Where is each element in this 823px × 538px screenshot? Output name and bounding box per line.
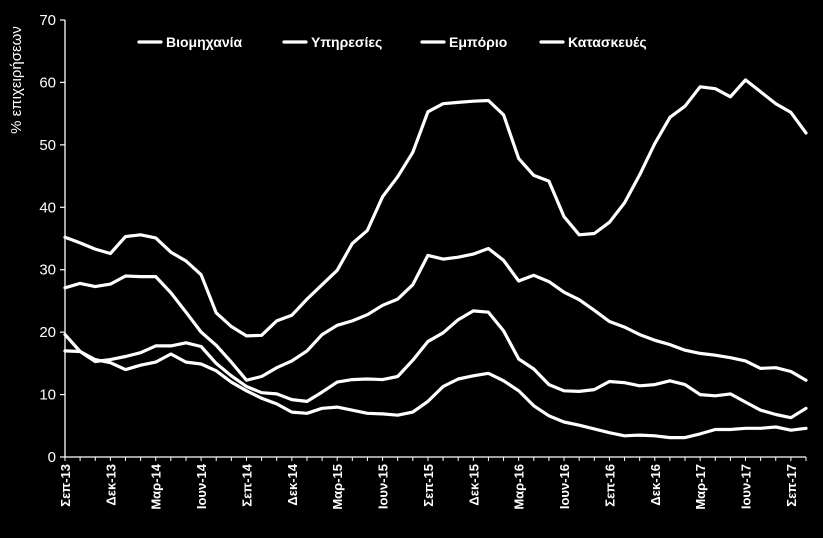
x-tick-label: Δεκ-15 — [466, 464, 481, 506]
y-tick-label: 60 — [39, 74, 56, 91]
x-tick-label: Δεκ-13 — [103, 464, 118, 506]
y-tick-label: 0 — [48, 449, 56, 466]
x-tick-label: Σεπ-16 — [602, 464, 617, 507]
x-tick-label: Ιουν-17 — [739, 464, 754, 509]
series-lines — [63, 78, 808, 440]
x-tick-label: Ιουν-14 — [194, 463, 209, 509]
legend: Βιομηχανία Υπηρεσίες Εμπόριο Κατασκευές — [137, 34, 647, 50]
axes: 0 10 20 30 40 50 60 70 Σεπ-13 Δεκ-13 Μαρ-14 Ιουν-14… — [39, 12, 807, 510]
x-tick-label: Σεπ-15 — [421, 464, 436, 507]
legend-label-2: Υπηρεσίες — [311, 34, 382, 50]
y-tick-label: 40 — [39, 199, 56, 216]
x-tick-label: Μαρ-16 — [512, 464, 527, 510]
x-tick-label: Μαρ-15 — [330, 464, 345, 510]
x-tick-label: Σεπ-13 — [58, 464, 73, 507]
legend-label-1: Βιομηχανία — [166, 34, 243, 50]
x-tick-label: Σεπ-17 — [784, 464, 799, 507]
y-tick-label: 10 — [39, 387, 56, 404]
series-line-4 — [63, 349, 808, 440]
y-tick-label: 50 — [39, 137, 56, 154]
series-line-1 — [63, 78, 808, 338]
x-tick-label: Ιουν-16 — [557, 464, 572, 509]
x-tick-label: Δεκ-14 — [285, 463, 300, 505]
x-tick-label: Σεπ-14 — [239, 463, 254, 506]
y-tick-label: 20 — [39, 324, 56, 341]
y-tick-label: 70 — [39, 12, 56, 29]
y-axis-label: % επιχειρήσεων — [8, 26, 25, 134]
y-tick-label: 30 — [39, 262, 56, 279]
series-line-2 — [63, 246, 808, 382]
x-tick-label: Ιουν-15 — [376, 464, 391, 509]
legend-label-3: Εμπόριο — [449, 34, 507, 50]
x-tick-label: Μαρ-17 — [693, 464, 708, 510]
series-line-3 — [63, 309, 808, 420]
x-tick-label: Μαρ-14 — [149, 463, 164, 509]
x-tick-label: Δεκ-16 — [648, 464, 663, 506]
legend-label-4: Κατασκευές — [568, 34, 647, 50]
